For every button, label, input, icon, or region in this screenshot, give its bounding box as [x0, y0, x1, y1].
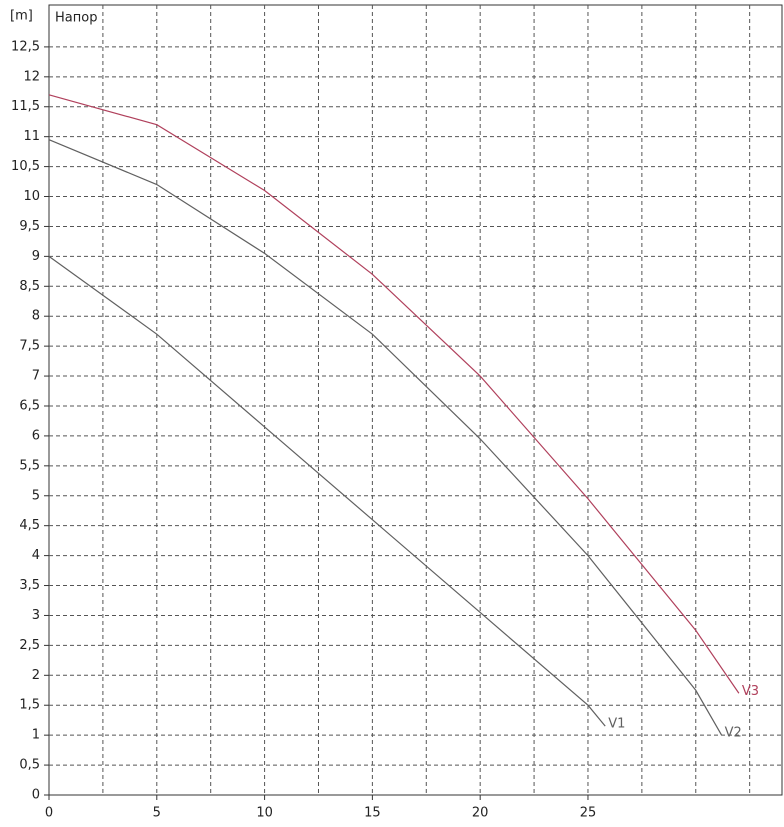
series-label: V2 — [725, 726, 742, 741]
y-tick-label: 9 — [32, 249, 40, 264]
y-tick-label: 4 — [32, 548, 40, 563]
curve — [48, 139, 723, 736]
y-tick-label: 12 — [23, 69, 40, 84]
y-tick-label: 8 — [32, 309, 40, 324]
x-tick-label: 0 — [45, 806, 53, 821]
y-tick-label: 12,5 — [11, 39, 40, 54]
x-tick-label: 10 — [256, 806, 273, 821]
y-tick-label: 1,5 — [19, 698, 40, 713]
y-tick-label: 8,5 — [19, 279, 40, 294]
curve — [48, 94, 740, 694]
y-tick-label: 1 — [32, 728, 40, 743]
y-tick-label: 6,5 — [19, 398, 40, 413]
y-tick-label: 5,5 — [19, 458, 40, 473]
y-tick-label: 0 — [32, 788, 40, 803]
y-tick-label: 11 — [23, 129, 40, 144]
x-tick-label: 5 — [153, 806, 161, 821]
y-tick-label: 5 — [32, 488, 40, 503]
y-tick-label: 10 — [23, 189, 40, 204]
chart-title: Напор — [55, 11, 97, 26]
y-tick-label: 2 — [32, 668, 40, 683]
y-tick-label: 0,5 — [19, 758, 40, 773]
series-label: V1 — [608, 717, 625, 732]
y-axis-label: [m] — [10, 9, 33, 24]
y-tick-label: 11,5 — [11, 99, 40, 114]
y-tick-label: 3 — [32, 608, 40, 623]
x-tick-label: 25 — [580, 806, 597, 821]
y-tick-label: 3,5 — [19, 578, 40, 593]
y-tick-label: 10,5 — [11, 159, 40, 174]
y-tick-label: 9,5 — [19, 219, 40, 234]
series-label: V3 — [742, 684, 759, 699]
x-tick-label: 15 — [364, 806, 381, 821]
plot-area — [48, 4, 783, 796]
curve — [48, 255, 606, 727]
y-tick-label: 7,5 — [19, 339, 40, 354]
y-tick-label: 4,5 — [19, 518, 40, 533]
y-tick-label: 7 — [32, 369, 40, 384]
y-tick-label: 6 — [32, 428, 40, 443]
y-tick-label: 2,5 — [19, 638, 40, 653]
x-tick-label: 20 — [472, 806, 489, 821]
